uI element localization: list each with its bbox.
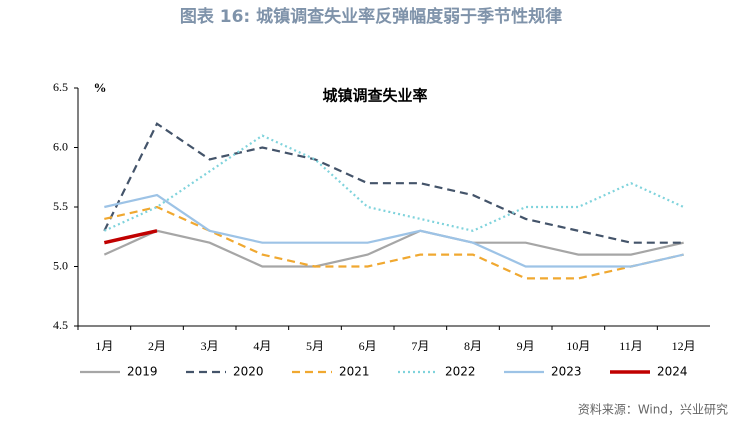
x-tick-label: 3月 (201, 339, 219, 353)
legend-label: 2024 (657, 365, 688, 379)
series-line (103, 229, 158, 245)
x-tick-label: 12月 (672, 339, 696, 353)
source-note: 资料来源：Wind，兴业研究 (578, 402, 728, 417)
legend-label: 2019 (127, 365, 158, 379)
series-line (103, 134, 685, 232)
y-axis-label: % (94, 80, 107, 95)
x-tick-label: 10月 (566, 339, 590, 353)
y-tick-label: 5.5 (53, 199, 68, 213)
legend-label: 2020 (233, 365, 264, 379)
x-tick-label: 7月 (411, 339, 429, 353)
series-line (104, 205, 684, 280)
legend-label: 2022 (445, 365, 476, 379)
x-tick-label: 11月 (619, 339, 643, 353)
x-tick-label: 4月 (253, 339, 271, 353)
y-tick-label: 4.5 (53, 318, 68, 332)
x-tick-label: 2月 (148, 339, 166, 353)
legend-label: 2023 (551, 365, 582, 379)
x-tick-label: 8月 (464, 339, 482, 353)
y-tick-label: 5.0 (53, 258, 68, 272)
series-line (104, 193, 684, 268)
x-tick-label: 5月 (306, 339, 324, 353)
x-tick-label: 9月 (517, 339, 535, 353)
chart-title: 图表 16: 城镇调查失业率反弹幅度弱于季节性规律 (180, 6, 562, 27)
y-tick-label: 6.5 (53, 80, 68, 94)
chart-subtitle: 城镇调查失业率 (322, 86, 427, 104)
y-tick-label: 6.0 (53, 139, 68, 153)
legend-label: 2021 (339, 365, 370, 379)
series-line (103, 122, 684, 244)
x-tick-label: 6月 (359, 339, 377, 353)
series-line (103, 229, 684, 268)
x-tick-label: 1月 (95, 339, 113, 353)
